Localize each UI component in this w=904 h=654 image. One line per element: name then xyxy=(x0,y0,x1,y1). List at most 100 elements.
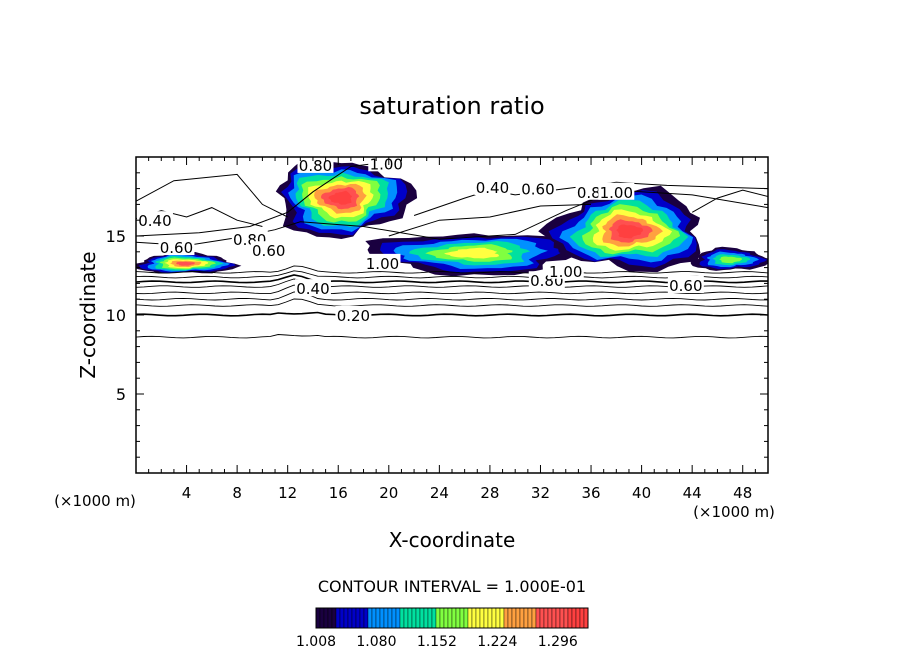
x-axis: 4 8 12 16 20 24 28 32 36 40 44 48 xyxy=(148,157,756,502)
contour-label-bg xyxy=(364,253,401,271)
contour-label: 0.20 xyxy=(337,307,370,325)
colorbar-cell xyxy=(451,607,457,629)
contour-line xyxy=(388,203,592,237)
x-tick-label: 40 xyxy=(632,484,651,502)
colorbar-cell xyxy=(371,607,377,629)
colorbar-cell xyxy=(431,607,437,629)
heat-band xyxy=(616,224,644,239)
colorbar-cell xyxy=(515,607,521,629)
colorbar-cell xyxy=(439,607,445,629)
x-tick-label: 32 xyxy=(531,484,550,502)
colorbar-cell xyxy=(375,607,381,629)
colorbar-cell xyxy=(579,607,585,629)
contour-line xyxy=(136,298,768,307)
contour-label-bg xyxy=(519,179,556,197)
colorbar-cell xyxy=(471,607,477,629)
contour-label: 0.40 xyxy=(138,212,171,230)
colorbar-cell xyxy=(419,607,425,629)
colorbar-cell xyxy=(359,607,365,629)
contour-line xyxy=(136,278,768,288)
colorbar-cell xyxy=(543,607,549,629)
colorbar-frame xyxy=(315,607,589,629)
colorbar-cell xyxy=(435,607,441,629)
colorbar-cell xyxy=(483,607,489,629)
heat-region-west-edge xyxy=(136,251,242,274)
colorbar-cell xyxy=(399,607,405,629)
y-axis: 5 10 15 xyxy=(106,172,768,458)
colorbar-cell xyxy=(559,607,565,629)
colorbar-cell xyxy=(323,607,329,629)
colorbar-cell xyxy=(391,607,397,629)
colorbar-cell xyxy=(503,607,509,629)
x-tick-label: 12 xyxy=(278,484,297,502)
colorbar-cell xyxy=(571,607,577,629)
contour-label: 0.60 xyxy=(252,242,285,260)
colorbar-cell xyxy=(495,607,501,629)
colorbar-cell xyxy=(555,607,561,629)
chart-title: saturation ratio xyxy=(359,92,544,120)
colorbar-cell xyxy=(347,607,353,629)
x-tick-label: 44 xyxy=(683,484,702,502)
y-axis-label: Z-coordinate xyxy=(76,251,100,378)
colorbar-cell xyxy=(547,607,553,629)
colorbar-cell xyxy=(339,607,345,629)
contour-label-bg xyxy=(297,157,334,173)
colorbar-cell xyxy=(319,607,325,629)
colorbar-cell xyxy=(491,607,497,629)
colorbar-cell xyxy=(479,607,485,629)
contour-line xyxy=(136,265,768,274)
colorbar-cell xyxy=(455,607,461,629)
contour-label: 1.00 xyxy=(549,263,582,281)
colorbar-cell xyxy=(355,607,361,629)
heat-band xyxy=(176,261,195,266)
contour-label-bg xyxy=(250,241,287,259)
colorbar-cell xyxy=(523,607,529,629)
y-tick-label: 10 xyxy=(106,306,126,325)
contour-label: 0.40 xyxy=(296,280,329,298)
x-tick-label: 4 xyxy=(182,484,192,502)
colorbar-cell xyxy=(563,607,569,629)
contour-label-bg xyxy=(335,306,372,323)
colorbar-tick-label: 1.152 xyxy=(417,634,457,650)
contour-line xyxy=(136,274,768,284)
colorbar-cell xyxy=(363,607,369,629)
heat-region-central-band xyxy=(365,233,580,277)
heat-region-right-core xyxy=(538,185,701,273)
x-tick-label: 36 xyxy=(581,484,600,502)
colorbar-cell xyxy=(411,607,417,629)
colorbar-cell xyxy=(459,607,465,629)
colorbar-cell xyxy=(367,607,373,629)
colorbar-cell xyxy=(331,607,337,629)
x-tick-label: 28 xyxy=(480,484,499,502)
colorbar-cell xyxy=(539,607,545,629)
supersaturation-field xyxy=(136,157,768,277)
colorbar-cell xyxy=(583,607,589,629)
z-unit-label: (×1000 m) xyxy=(54,492,136,510)
contour-label-bg xyxy=(136,211,173,229)
contour-label: 0.40 xyxy=(476,179,509,197)
colorbar-cell xyxy=(499,607,505,629)
heat-region-upper-left xyxy=(275,157,418,239)
colorbar-cell xyxy=(383,607,389,629)
colorbar-cell xyxy=(447,607,453,629)
colorbar-cell xyxy=(463,607,469,629)
contour-interval-note: CONTOUR INTERVAL = 1.000E-01 xyxy=(318,577,586,596)
x-axis-label: X-coordinate xyxy=(389,528,516,552)
colorbar-cell xyxy=(567,607,573,629)
contour-label: 0.80 xyxy=(299,157,332,175)
contour-line xyxy=(691,189,768,213)
contour-label: 1.00 xyxy=(600,184,633,202)
contour-label-bg xyxy=(294,279,331,297)
colorbar-cell xyxy=(443,607,449,629)
colorbar-cell xyxy=(415,607,421,629)
contour-label-bg xyxy=(158,238,195,256)
colorbar-cell xyxy=(575,607,581,629)
contour-label: 1.00 xyxy=(370,155,403,173)
contour-line xyxy=(136,173,288,218)
contour-line xyxy=(136,270,768,279)
colorbar-cell xyxy=(327,607,333,629)
x-tick-label: 20 xyxy=(379,484,398,502)
contour-line xyxy=(136,334,768,339)
colorbar-cell xyxy=(407,607,413,629)
